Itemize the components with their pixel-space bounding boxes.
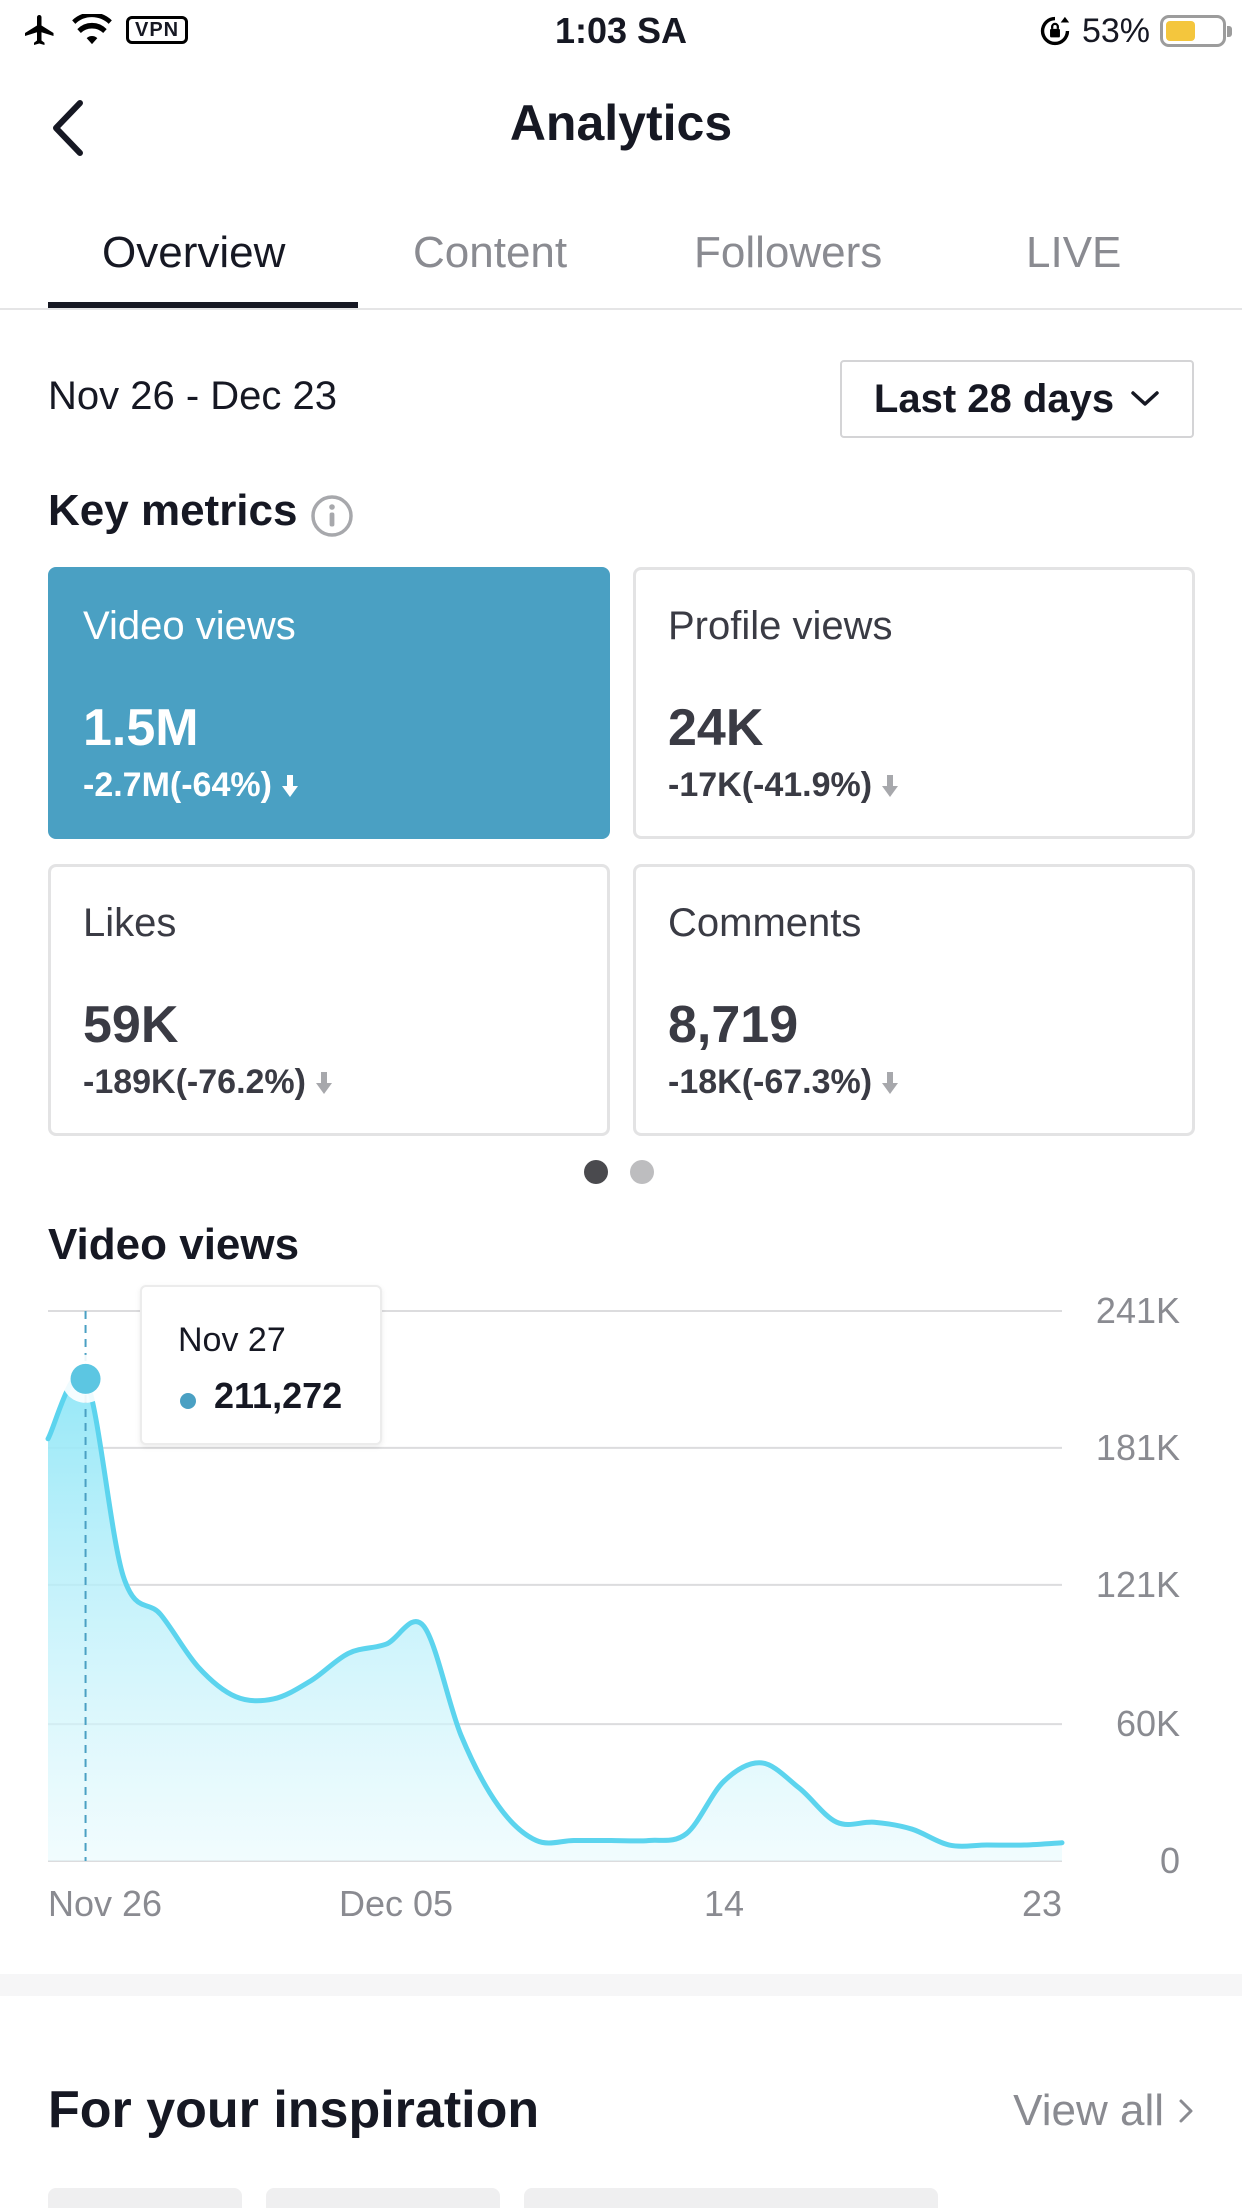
- inspiration-thumbnail[interactable]: [48, 2188, 242, 2208]
- y-tick-label: 0: [1160, 1840, 1180, 1881]
- page-dot-1[interactable]: [584, 1160, 608, 1184]
- tooltip-legend-dot: [180, 1393, 196, 1409]
- chevron-left-icon: [53, 100, 83, 156]
- metric-value: 8,719: [668, 996, 799, 1054]
- battery-icon: [1160, 15, 1232, 47]
- chart-area: [48, 1374, 1062, 1861]
- status-time: 1:03 SA: [554, 10, 688, 51]
- active-tab-indicator: [48, 302, 358, 308]
- metric-change-text: -2.7M(-64%): [83, 766, 272, 804]
- back-button[interactable]: [40, 96, 96, 160]
- key-metrics-title: Key metrics: [48, 486, 298, 535]
- y-tick-label: 121K: [1096, 1564, 1180, 1605]
- metric-card-likes[interactable]: Likes 59K -189K(-76.2%): [48, 864, 610, 1136]
- x-tick-label: 23: [1022, 1883, 1062, 1924]
- inspiration-title: For your inspiration: [48, 2081, 540, 2139]
- arrow-down-icon: [315, 1071, 332, 1094]
- tab-bar: Overview Content Followers LIVE: [0, 210, 1242, 310]
- tab-content[interactable]: Content: [413, 228, 568, 277]
- page-dot-2[interactable]: [630, 1160, 654, 1184]
- y-tick-label: 181K: [1096, 1427, 1180, 1468]
- metric-change-text: -17K(-41.9%): [668, 766, 873, 804]
- metric-change: -189K(-76.2%): [83, 1063, 334, 1102]
- metric-value: 1.5M: [83, 699, 199, 757]
- metric-label: Profile views: [668, 604, 893, 648]
- orientation-lock-icon: [1040, 16, 1070, 46]
- airplane-mode-icon: [25, 15, 54, 45]
- section-divider: [0, 1974, 1242, 1996]
- status-bar: VPN 1:03 SA 53%: [0, 0, 1242, 62]
- chart-y-axis: 0 60K 121K 181K 241K: [1096, 1290, 1180, 1881]
- battery-level: [1166, 21, 1195, 41]
- x-tick-label: Nov 26: [48, 1883, 162, 1924]
- metric-change: -17K(-41.9%): [668, 766, 900, 805]
- highlight-point[interactable]: [70, 1363, 101, 1394]
- x-tick-label: Dec 05: [339, 1883, 453, 1924]
- chart-x-axis: Nov 26 Dec 05 14 23: [48, 1883, 1062, 1924]
- tab-overview[interactable]: Overview: [102, 228, 286, 277]
- y-tick-label: 241K: [1096, 1290, 1180, 1331]
- arrow-down-icon: [882, 774, 899, 797]
- inspiration-thumbnail[interactable]: [524, 2188, 938, 2208]
- metric-change-text: -189K(-76.2%): [83, 1063, 306, 1101]
- date-range: Nov 26 - Dec 23: [48, 374, 338, 418]
- wifi-icon: [72, 14, 112, 45]
- inspiration-thumbnail[interactable]: [266, 2188, 500, 2208]
- info-icon[interactable]: [310, 494, 354, 538]
- metric-card-comments[interactable]: Comments 8,719 -18K(-67.3%): [633, 864, 1195, 1136]
- x-tick-label: 14: [704, 1883, 744, 1924]
- chevron-right-icon: [1179, 2099, 1193, 2123]
- page-title: Analytics: [509, 95, 733, 151]
- chart-tooltip: Nov 27 211,272: [140, 1285, 382, 1445]
- metric-value: 24K: [668, 699, 764, 757]
- tooltip-date: Nov 27: [178, 1321, 286, 1359]
- view-all-label: View all: [1013, 2086, 1164, 2135]
- metric-value: 59K: [83, 996, 179, 1054]
- chevron-down-icon: [1131, 391, 1159, 406]
- metrics-page-indicator[interactable]: [584, 1160, 654, 1184]
- metric-label: Video views: [83, 604, 296, 648]
- metric-change-text: -18K(-67.3%): [668, 1063, 873, 1101]
- view-all-link[interactable]: View all: [1013, 2086, 1194, 2136]
- y-tick-label: 60K: [1116, 1703, 1180, 1744]
- arrow-down-icon: [882, 1071, 899, 1094]
- tab-followers[interactable]: Followers: [694, 228, 883, 277]
- period-dropdown[interactable]: Last 28 days: [840, 360, 1194, 438]
- arrow-down-icon: [281, 774, 298, 797]
- metric-card-video-views[interactable]: Video views 1.5M -2.7M(-64%): [48, 567, 610, 839]
- chart-series-line: [45, 1372, 1065, 1849]
- metric-change: -2.7M(-64%): [83, 766, 300, 805]
- metric-change: -18K(-67.3%): [668, 1063, 900, 1102]
- battery-percentage: 53%: [1081, 11, 1150, 50]
- chart-title: Video views: [48, 1220, 300, 1269]
- metric-label: Comments: [668, 901, 862, 945]
- tooltip-value: 211,272: [214, 1375, 343, 1416]
- tab-live[interactable]: LIVE: [1026, 228, 1122, 277]
- metric-card-profile-views[interactable]: Profile views 24K -17K(-41.9%): [633, 567, 1195, 839]
- metric-label: Likes: [83, 901, 177, 945]
- period-selected-value: Last 28 days: [873, 376, 1115, 421]
- vpn-badge: VPN: [126, 16, 189, 44]
